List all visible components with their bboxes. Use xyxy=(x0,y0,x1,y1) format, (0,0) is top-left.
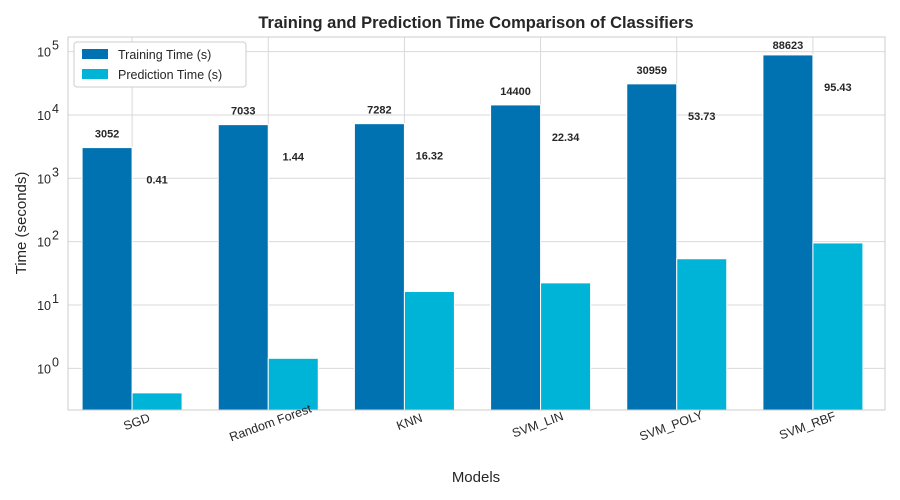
plot-frame xyxy=(67,36,886,411)
svg-text:4: 4 xyxy=(52,102,59,116)
svg-text:0: 0 xyxy=(52,355,59,369)
x-tick-label: SGD xyxy=(122,411,152,433)
y-tick-label: 10 0 xyxy=(37,355,59,376)
prediction-time-bar xyxy=(812,242,864,411)
training-time-bar xyxy=(81,147,133,411)
training-time-label: 7033 xyxy=(231,106,255,118)
svg-text:10: 10 xyxy=(37,109,51,123)
legend-box xyxy=(73,41,247,88)
training-time-bar xyxy=(762,54,814,411)
bars xyxy=(81,54,864,411)
prediction-time-bar xyxy=(676,258,728,411)
legend: Training Time (s) Prediction Time (s) xyxy=(73,41,247,88)
x-tick-label: SVM_RBF xyxy=(777,409,838,442)
y-tick-label: 10 4 xyxy=(37,102,59,123)
svg-text:10: 10 xyxy=(37,299,51,313)
prediction-time-label: 16.32 xyxy=(416,151,444,163)
x-tick-label: SVM_LIN xyxy=(510,409,565,440)
svg-text:2: 2 xyxy=(52,229,59,243)
svg-text:5: 5 xyxy=(52,39,59,53)
svg-text:10: 10 xyxy=(37,46,51,60)
svg-text:3: 3 xyxy=(52,165,59,179)
legend-label-training: Training Time (s) xyxy=(118,48,211,62)
legend-swatch-prediction xyxy=(82,69,108,79)
chart-title: Training and Prediction Time Comparison … xyxy=(258,14,693,32)
prediction-time-label: 22.34 xyxy=(552,132,580,144)
svg-text:1: 1 xyxy=(52,292,59,306)
prediction-time-bar xyxy=(540,282,592,411)
training-time-bar xyxy=(217,124,269,411)
prediction-time-bar xyxy=(131,392,183,411)
y-tick-label: 10 2 xyxy=(37,229,59,250)
svg-text:10: 10 xyxy=(37,236,51,250)
training-time-label: 7282 xyxy=(367,105,391,117)
training-time-label: 30959 xyxy=(636,65,667,77)
y-tick-label: 10 5 xyxy=(37,39,59,60)
training-time-label: 3052 xyxy=(95,129,119,141)
svg-text:10: 10 xyxy=(37,362,51,376)
y-tick-label: 10 1 xyxy=(37,292,59,313)
legend-label-prediction: Prediction Time (s) xyxy=(118,68,222,82)
y-axis-label: Time (seconds) xyxy=(13,172,30,275)
training-time-label: 88623 xyxy=(773,40,804,52)
x-axis-label: Models xyxy=(452,469,500,486)
training-time-bar xyxy=(626,83,678,411)
prediction-time-label: 95.43 xyxy=(824,82,852,94)
svg-text:10: 10 xyxy=(37,172,51,186)
x-tick-label: SVM_POLY xyxy=(638,408,706,444)
prediction-time-bar xyxy=(403,291,455,411)
data-labels: 3052 7033 7282 14400 30959 88623 0.41 1.44 16.32… xyxy=(95,40,852,187)
y-tick-label: 10 3 xyxy=(37,165,59,186)
training-time-label: 14400 xyxy=(500,86,531,98)
prediction-time-label: 0.41 xyxy=(146,175,167,187)
prediction-time-bar xyxy=(267,357,319,411)
training-time-bar xyxy=(490,104,542,411)
x-tick-label: KNN xyxy=(395,411,425,433)
training-time-bar xyxy=(353,123,405,411)
prediction-time-label: 1.44 xyxy=(283,152,305,164)
legend-swatch-training xyxy=(82,49,108,59)
prediction-time-label: 53.73 xyxy=(688,111,716,123)
